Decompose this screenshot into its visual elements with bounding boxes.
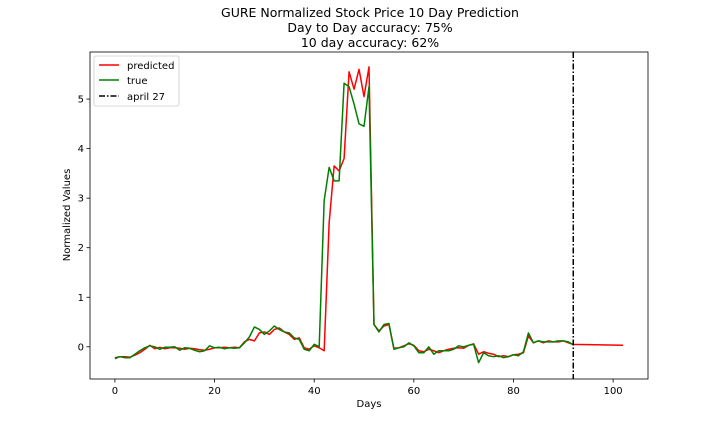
x-tick-label: 20 [208,386,221,397]
legend-label-true: true [127,76,148,87]
y-tick-label: 5 [78,95,84,106]
x-axis-label: Days [357,399,382,410]
x-tick-label: 80 [507,386,520,397]
x-axis-ticks: 0 20 40 60 80 100 [112,379,623,397]
legend: predicted true april 27 [93,55,180,107]
plot-lines [114,52,624,379]
y-axis-label: Normalized Values [62,169,73,262]
y-tick-label: 2 [78,243,84,254]
legend-label-april-27: april 27 [127,92,165,103]
chart-title-line-2: Day to Day accuracy: 75% [287,20,452,35]
y-tick-label: 1 [78,293,84,304]
legend-box [93,55,180,107]
chart-title-line-1: GURE Normalized Stock Price 10 Day Predi… [221,5,519,20]
series-line-true [114,82,574,364]
y-axis-ticks: 0 1 2 3 4 5 [78,95,90,353]
chart-title: GURE Normalized Stock Price 10 Day Predi… [221,5,519,50]
x-tick-label: 100 [604,386,623,397]
x-tick-label: 60 [407,386,420,397]
chart-title-line-3: 10 day accuracy: 62% [301,35,439,50]
x-tick-label: 0 [112,386,118,397]
plot-frame [89,51,649,380]
y-tick-label: 3 [78,194,84,205]
x-tick-label: 40 [308,386,321,397]
y-tick-label: 4 [78,144,84,155]
legend-label-predicted: predicted [127,61,174,72]
y-tick-label: 0 [78,342,84,353]
